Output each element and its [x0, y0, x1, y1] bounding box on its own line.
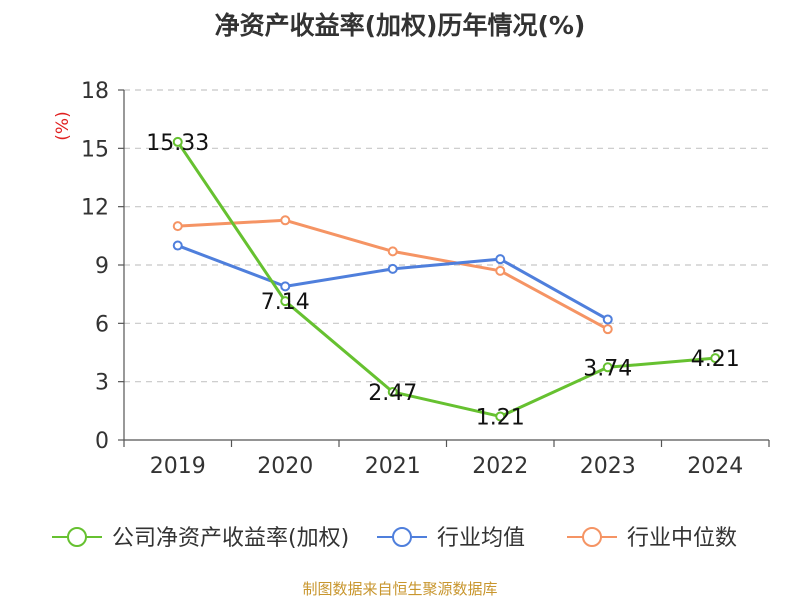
x-tick-label: 2021: [365, 454, 421, 479]
data-label: 3.74: [583, 356, 632, 381]
data-point-company: [387, 386, 398, 397]
series-company: 15.33 7.14 2.47 1.21 3.74 4.21: [146, 131, 739, 431]
series-line-industry_avg: [177, 244, 609, 321]
data-point-industry_median: [387, 246, 398, 257]
data-point-industry_avg: [172, 240, 183, 251]
x-tick-label: 2024: [687, 454, 743, 479]
legend-marker: [582, 527, 602, 547]
data-point-industry_median: [280, 215, 291, 226]
data-point-industry_avg: [280, 281, 291, 292]
data-point-industry_median: [495, 265, 506, 276]
legend-label: 行业中位数: [627, 526, 737, 551]
data-point-industry_avg: [495, 254, 506, 265]
legend-marker: [67, 527, 87, 547]
data-point-company: [495, 411, 506, 422]
data-label: 7.14: [261, 290, 310, 315]
y-tick-label: 18: [81, 79, 109, 104]
data-point-company: [602, 362, 613, 373]
data-point-company: [280, 296, 291, 307]
legend-label: 行业均值: [437, 526, 525, 551]
legend-item-industry_avg: 行业均值: [377, 526, 525, 551]
series-industry_avg: [172, 240, 613, 325]
x-tick-label: 2022: [472, 454, 528, 479]
source-note: 制图数据来自恒生聚源数据库: [302, 580, 498, 598]
data-point-industry_avg: [387, 263, 398, 274]
legend-marker: [392, 527, 412, 547]
y-tick-label: 15: [81, 137, 109, 162]
series-industry_median: [172, 215, 613, 335]
data-point-industry_avg: [602, 314, 613, 325]
series-line-company: [176, 141, 716, 418]
data-label: 2.47: [368, 381, 417, 406]
data-point-industry_median: [172, 221, 183, 232]
y-tick-label: 3: [95, 371, 109, 396]
data-label: 1.21: [476, 405, 525, 430]
y-tick-label: 6: [95, 312, 109, 337]
data-label: 4.21: [691, 347, 740, 372]
legend-label: 公司净资产收益率(加权): [112, 526, 349, 551]
data-point-company: [172, 136, 183, 147]
y-tick-label: 0: [95, 429, 109, 454]
x-tick-label: 2020: [257, 454, 313, 479]
data-point-company: [710, 353, 721, 364]
legend-item-company: 公司净资产收益率(加权): [52, 526, 349, 551]
data-label: 15.33: [146, 131, 209, 156]
y-tick-label: 12: [81, 196, 109, 221]
legend-item-industry_median: 行业中位数: [567, 526, 737, 551]
y-tick-label: 9: [95, 254, 109, 279]
chart-title: 净资产收益率(加权)历年情况(%): [214, 11, 586, 40]
x-tick-label: 2019: [150, 454, 206, 479]
x-tick-label: 2023: [580, 454, 636, 479]
data-point-industry_median: [602, 324, 613, 335]
y-axis-unit-label: (%): [53, 111, 73, 140]
